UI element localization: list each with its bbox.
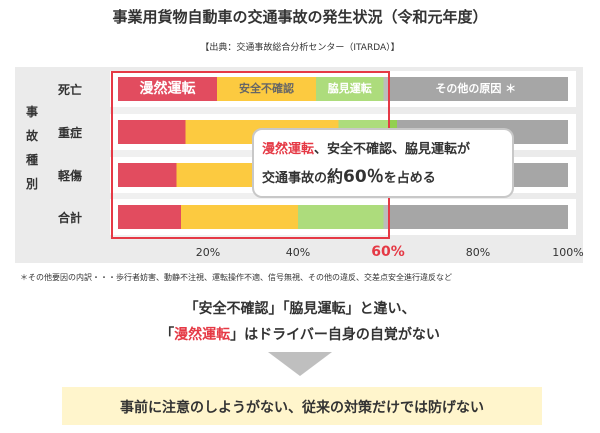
conclusion-box — [62, 387, 542, 425]
callout-text: を占める — [383, 171, 436, 186]
bar-segment — [118, 77, 217, 101]
chart-title: 事業用貨物自動車の交通事故の発生状況（令和元年度） — [112, 8, 488, 26]
message-keyword: 漫然運転 — [174, 327, 231, 343]
callout-text: 、安全不確認、脇見運転が — [314, 142, 471, 157]
callout-box — [252, 128, 514, 198]
chart-source: 【出典：交通事故総合分析センター（ITARDA）】 — [200, 43, 400, 53]
category-axis-label: 事故種別 — [25, 105, 38, 191]
callout-approx: 約 — [327, 167, 344, 186]
bar-segment — [383, 77, 568, 101]
down-arrow-icon — [268, 352, 332, 376]
row-label: 合計 — [58, 211, 83, 225]
callout-line-1: 漫然運転、安全不確認、脇見運転が — [262, 138, 506, 157]
segment-label: 脇見運転 — [327, 82, 372, 95]
bar-segment — [298, 205, 384, 229]
x-tick-label: 100% — [552, 246, 584, 259]
segment-label: その他の原因 ＊ — [435, 82, 517, 95]
bar-segment — [118, 205, 181, 229]
x-tick-label: 20% — [195, 246, 221, 259]
row-label: 軽傷 — [58, 169, 83, 183]
bar-segment — [118, 120, 186, 144]
footnote: ＊その他要因の内訳・・・歩行者妨害、動静不注視、運転操作不適、信号無視、その他の… — [20, 273, 452, 282]
callout-text: 交通事故の — [262, 171, 328, 186]
bar-segment — [217, 77, 316, 101]
x-tick-label: 80% — [465, 246, 491, 259]
callout-line-2: 交通事故の約60％を占める — [262, 162, 506, 187]
callout-percent: 60％ — [343, 167, 384, 187]
x-tick-label: 60% — [371, 244, 405, 260]
bar-segment — [181, 205, 298, 229]
message-text: 」はドライバー自身の自覚がない — [230, 327, 440, 343]
bar-segment — [118, 163, 177, 187]
callout-keyword: 漫然運転 — [262, 142, 315, 157]
segment-label: 漫然運転 — [139, 81, 196, 97]
row-label: 死亡 — [58, 83, 83, 97]
row-label: 重症 — [58, 126, 83, 140]
bar-segment — [316, 77, 384, 101]
message-text: 「 — [160, 327, 175, 343]
bar-segment — [383, 205, 568, 229]
segment-label: 安全不確認 — [239, 82, 294, 95]
x-tick-label: 40% — [285, 246, 311, 259]
message-line-2: 「漫然運転」はドライバー自身の自覚がない — [0, 324, 600, 344]
conclusion-text: 事前に注意のしようがない、従来の対策だけでは防げない — [120, 400, 484, 416]
message-line-1: 「安全不確認」「脇見運転」と違い、 — [184, 301, 416, 317]
